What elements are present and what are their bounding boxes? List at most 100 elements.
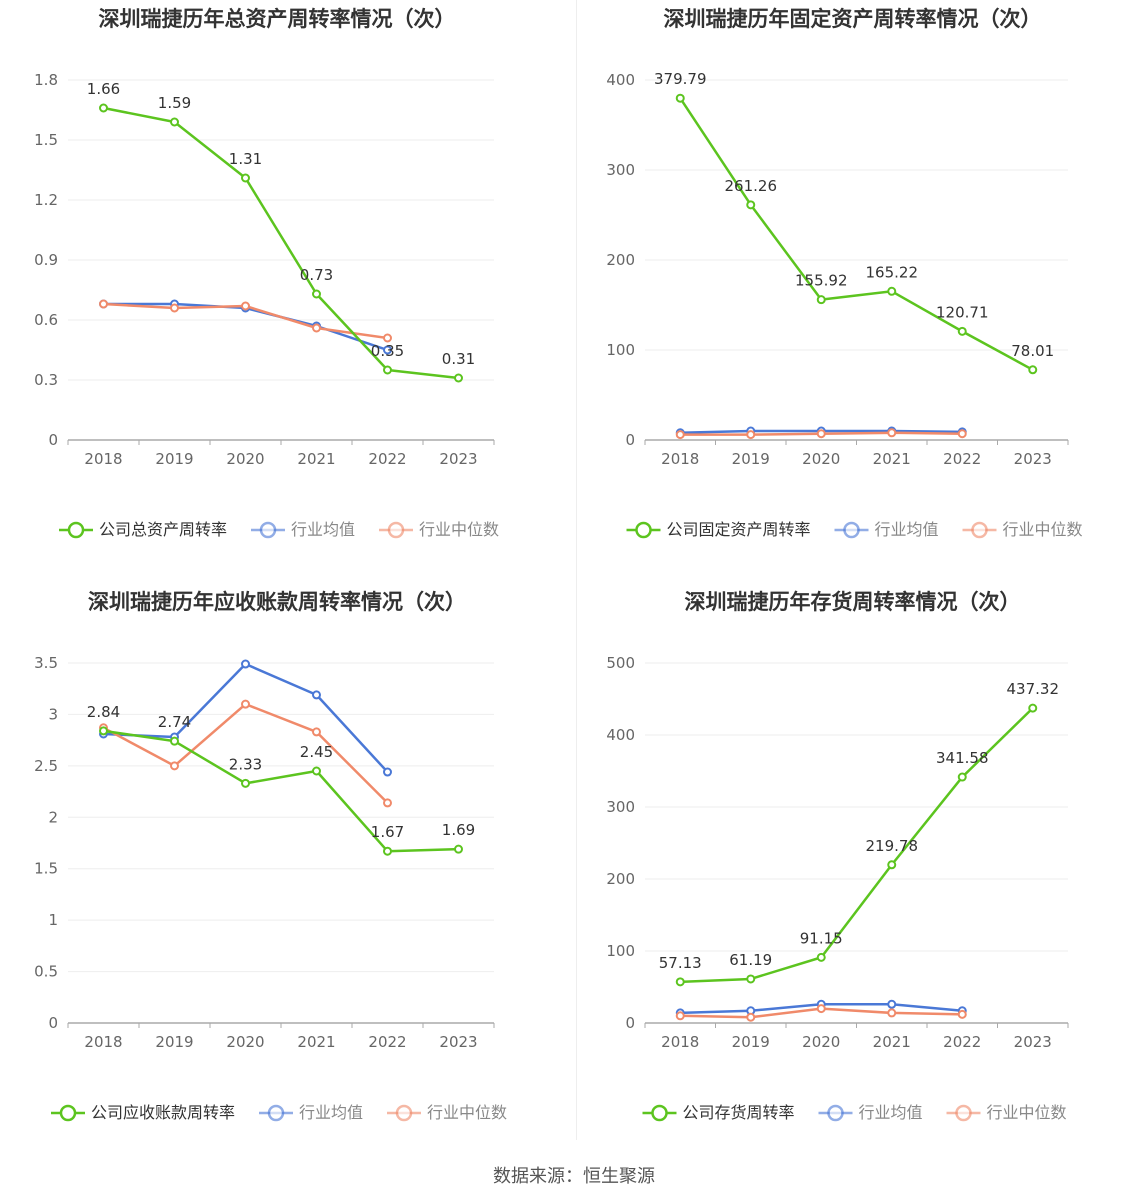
x-tick-label: 2023 (439, 1033, 477, 1051)
y-tick-label: 200 (606, 870, 635, 888)
data-label: 1.59 (158, 94, 191, 112)
data-point-company (675, 977, 685, 987)
legend-item-median: 行业中位数 (387, 1103, 507, 1122)
data-label: 0.31 (442, 350, 475, 368)
data-point-company (957, 772, 967, 782)
data-point-median (816, 1004, 826, 1014)
y-tick-label: 0.6 (34, 311, 58, 329)
data-point-company (1028, 365, 1038, 375)
legend-label: 公司存货周转率 (683, 1103, 795, 1122)
x-tick-label: 2018 (661, 1033, 699, 1051)
data-label: 165.22 (866, 263, 919, 281)
data-label: 437.32 (1007, 680, 1060, 698)
chart-receivables-turnover: 深圳瑞捷历年应收账款周转率情况（次） 0 0.5 1 1.5 2 2.5 3 3.5 2018 20… (0, 583, 574, 1166)
y-tick-label: 2 (48, 808, 58, 826)
x-tick-label: 2020 (802, 450, 840, 468)
data-label: 120.71 (936, 303, 989, 321)
panel-divider (576, 0, 577, 1140)
data-point-company (312, 766, 321, 776)
x-tick-label: 2023 (439, 450, 477, 468)
data-point-avg (887, 999, 897, 1009)
data-point-median (675, 1011, 685, 1021)
data-point-median (170, 761, 179, 771)
chart-inventory-turnover: 深圳瑞捷历年存货周转率情况（次） 0 100 200 300 400 500 2018 2019… (577, 583, 1148, 1166)
y-tick-label: 300 (606, 798, 635, 816)
y-tick-label: 3 (48, 705, 58, 723)
x-tick-label: 2020 (802, 1033, 840, 1051)
y-tick-label: 300 (606, 161, 635, 179)
legend-item-company: 公司固定资产周转率 (626, 520, 811, 539)
data-point-company (383, 846, 392, 856)
y-tick-label: 0 (48, 431, 58, 449)
legend-swatch-marker (59, 1104, 77, 1122)
data-label: 1.66 (87, 80, 120, 98)
legend-label: 行业中位数 (1003, 520, 1083, 539)
data-point-company (816, 295, 826, 305)
data-point-median (675, 430, 685, 440)
series-line-company (680, 707, 1034, 984)
data-point-company (675, 93, 685, 103)
data-point-median (241, 301, 250, 311)
data-point-company (99, 726, 108, 736)
data-point-median (746, 430, 756, 440)
data-point-company (241, 778, 250, 788)
chart-total-asset-turnover: 深圳瑞捷历年总资产周转率情况（次） 0 0.3 0.6 0.9 1.2 1.5 1.8 2018… (0, 0, 574, 583)
data-point-avg (241, 659, 250, 669)
legend-label: 行业均值 (859, 1103, 923, 1122)
data-point-company (1028, 703, 1038, 713)
data-point-median (383, 798, 392, 808)
legend-swatch-marker (67, 521, 85, 539)
data-label: 0.73 (300, 266, 333, 284)
x-tick-label: 2022 (368, 450, 406, 468)
data-point-company (170, 117, 179, 127)
data-point-company (170, 736, 179, 746)
legend-item-company: 公司总资产周转率 (59, 520, 227, 539)
data-label: 91.15 (800, 929, 843, 947)
data-point-company (312, 289, 321, 299)
legend-swatch-marker (635, 521, 652, 539)
data-label: 1.31 (229, 150, 262, 168)
data-point-median (957, 1009, 967, 1019)
x-tick-label: 2019 (732, 450, 770, 468)
data-label: 2.45 (300, 743, 333, 761)
data-label: 2.33 (229, 755, 262, 773)
data-point-median (957, 429, 967, 439)
y-tick-label: 1.2 (34, 191, 58, 209)
data-label: 57.13 (659, 954, 702, 972)
legend-label: 行业均值 (875, 520, 939, 539)
data-point-avg (383, 345, 392, 355)
y-tick-label: 0.5 (34, 963, 58, 981)
y-tick-label: 1 (48, 911, 58, 929)
data-label: 61.19 (729, 951, 772, 969)
legend-swatch-marker (971, 521, 988, 539)
data-point-company (383, 365, 392, 375)
chart-title: 深圳瑞捷历年存货周转率情况（次） (685, 590, 1021, 614)
y-tick-label: 2.5 (34, 757, 58, 775)
x-tick-label: 2019 (732, 1033, 770, 1051)
y-tick-label: 200 (606, 251, 635, 269)
y-tick-label: 0.9 (34, 251, 58, 269)
y-tick-label: 500 (606, 654, 635, 672)
legend-swatch-marker (843, 521, 860, 539)
legend-item-median: 行业中位数 (962, 520, 1083, 539)
chart-svg: 深圳瑞捷历年存货周转率情况（次） 0 100 200 300 400 500 2018 2019… (606, 590, 1069, 1122)
series-line-company (679, 97, 1034, 371)
data-point-avg (383, 767, 392, 777)
series-line-median (102, 702, 389, 804)
legend-item-avg: 行业均值 (818, 1103, 923, 1122)
data-point-median (312, 727, 321, 737)
data-point-median (887, 428, 897, 438)
x-tick-label: 2018 (84, 1033, 122, 1051)
legend-label: 公司总资产周转率 (99, 520, 227, 539)
legend-item-company: 公司应收账款周转率 (51, 1103, 235, 1122)
data-label: 1.67 (371, 823, 404, 841)
legend-item-company: 公司存货周转率 (642, 1103, 795, 1122)
data-point-median (887, 1008, 897, 1018)
data-point-median (816, 429, 826, 439)
legend-swatch-marker (259, 521, 277, 539)
data-label: 78.01 (1011, 342, 1054, 360)
legend-swatch-marker (651, 1104, 668, 1122)
data-point-median (383, 333, 392, 343)
data-label: 219.78 (866, 837, 919, 855)
source-note: 数据来源：恒生聚源 (493, 1166, 655, 1187)
